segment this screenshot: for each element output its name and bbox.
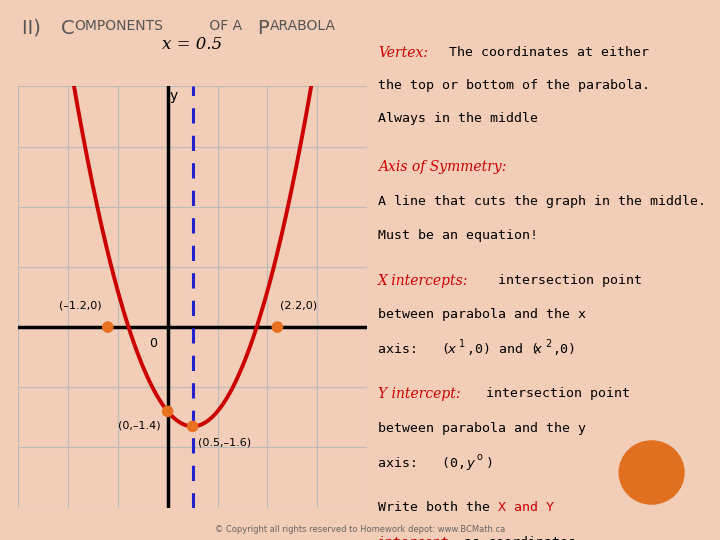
Text: between parabola and the x: between parabola and the x — [378, 308, 586, 321]
Text: X intercepts:: X intercepts: — [378, 274, 469, 288]
Text: intercept: intercept — [378, 536, 450, 540]
Text: the top or bottom of the parabola.: the top or bottom of the parabola. — [378, 79, 650, 92]
Point — [102, 323, 114, 332]
Text: x: x — [448, 343, 456, 356]
Text: between parabola and the y: between parabola and the y — [378, 422, 586, 435]
Text: x = 0.5: x = 0.5 — [163, 36, 222, 53]
Text: X and Y: X and Y — [498, 501, 554, 514]
Text: o: o — [477, 452, 482, 462]
Text: Write both the: Write both the — [378, 501, 498, 514]
Text: Axis of Symmetry:: Axis of Symmetry: — [378, 160, 506, 174]
Text: II): II) — [22, 19, 47, 38]
Text: P: P — [257, 19, 269, 38]
Text: ): ) — [486, 457, 494, 470]
Text: y: y — [467, 457, 474, 470]
Text: A line that cuts the graph in the middle.: A line that cuts the graph in the middle… — [378, 194, 706, 207]
Point — [162, 407, 174, 416]
Text: OF A: OF A — [205, 19, 247, 33]
Text: Vertex:: Vertex: — [378, 46, 428, 60]
Text: 2: 2 — [545, 339, 552, 349]
Text: © Copyright all rights reserved to Homework depot: www.BCMath.ca: © Copyright all rights reserved to Homew… — [215, 524, 505, 534]
Text: The coordinates at either: The coordinates at either — [441, 46, 649, 59]
Text: 0: 0 — [149, 338, 157, 350]
Point — [187, 422, 199, 431]
Circle shape — [619, 441, 684, 504]
Text: Always in the middle: Always in the middle — [378, 112, 538, 125]
Text: (0,–1.4): (0,–1.4) — [117, 420, 160, 430]
Text: OMPONENTS: OMPONENTS — [74, 19, 163, 33]
Text: intersection point: intersection point — [490, 274, 642, 287]
Text: ,0): ,0) — [552, 343, 576, 356]
Text: x: x — [534, 343, 541, 356]
Text: as coordinates: as coordinates — [456, 536, 576, 540]
Text: axis:   (0,: axis: (0, — [378, 457, 474, 470]
Text: ,0) and (: ,0) and ( — [467, 343, 539, 356]
Text: 1: 1 — [459, 339, 466, 349]
Text: Y intercept:: Y intercept: — [378, 387, 461, 401]
Text: Must be an equation!: Must be an equation! — [378, 230, 538, 242]
Text: y: y — [169, 90, 178, 103]
Text: (–1.2,0): (–1.2,0) — [59, 300, 102, 310]
Text: (2.2,0): (2.2,0) — [280, 300, 317, 310]
Text: axis:   (: axis: ( — [378, 343, 450, 356]
Text: ARABOLA: ARABOLA — [270, 19, 336, 33]
Text: (0.5,–1.6): (0.5,–1.6) — [197, 437, 251, 447]
Text: intersection point: intersection point — [478, 387, 630, 400]
Point — [271, 323, 283, 332]
Text: C: C — [61, 19, 75, 38]
